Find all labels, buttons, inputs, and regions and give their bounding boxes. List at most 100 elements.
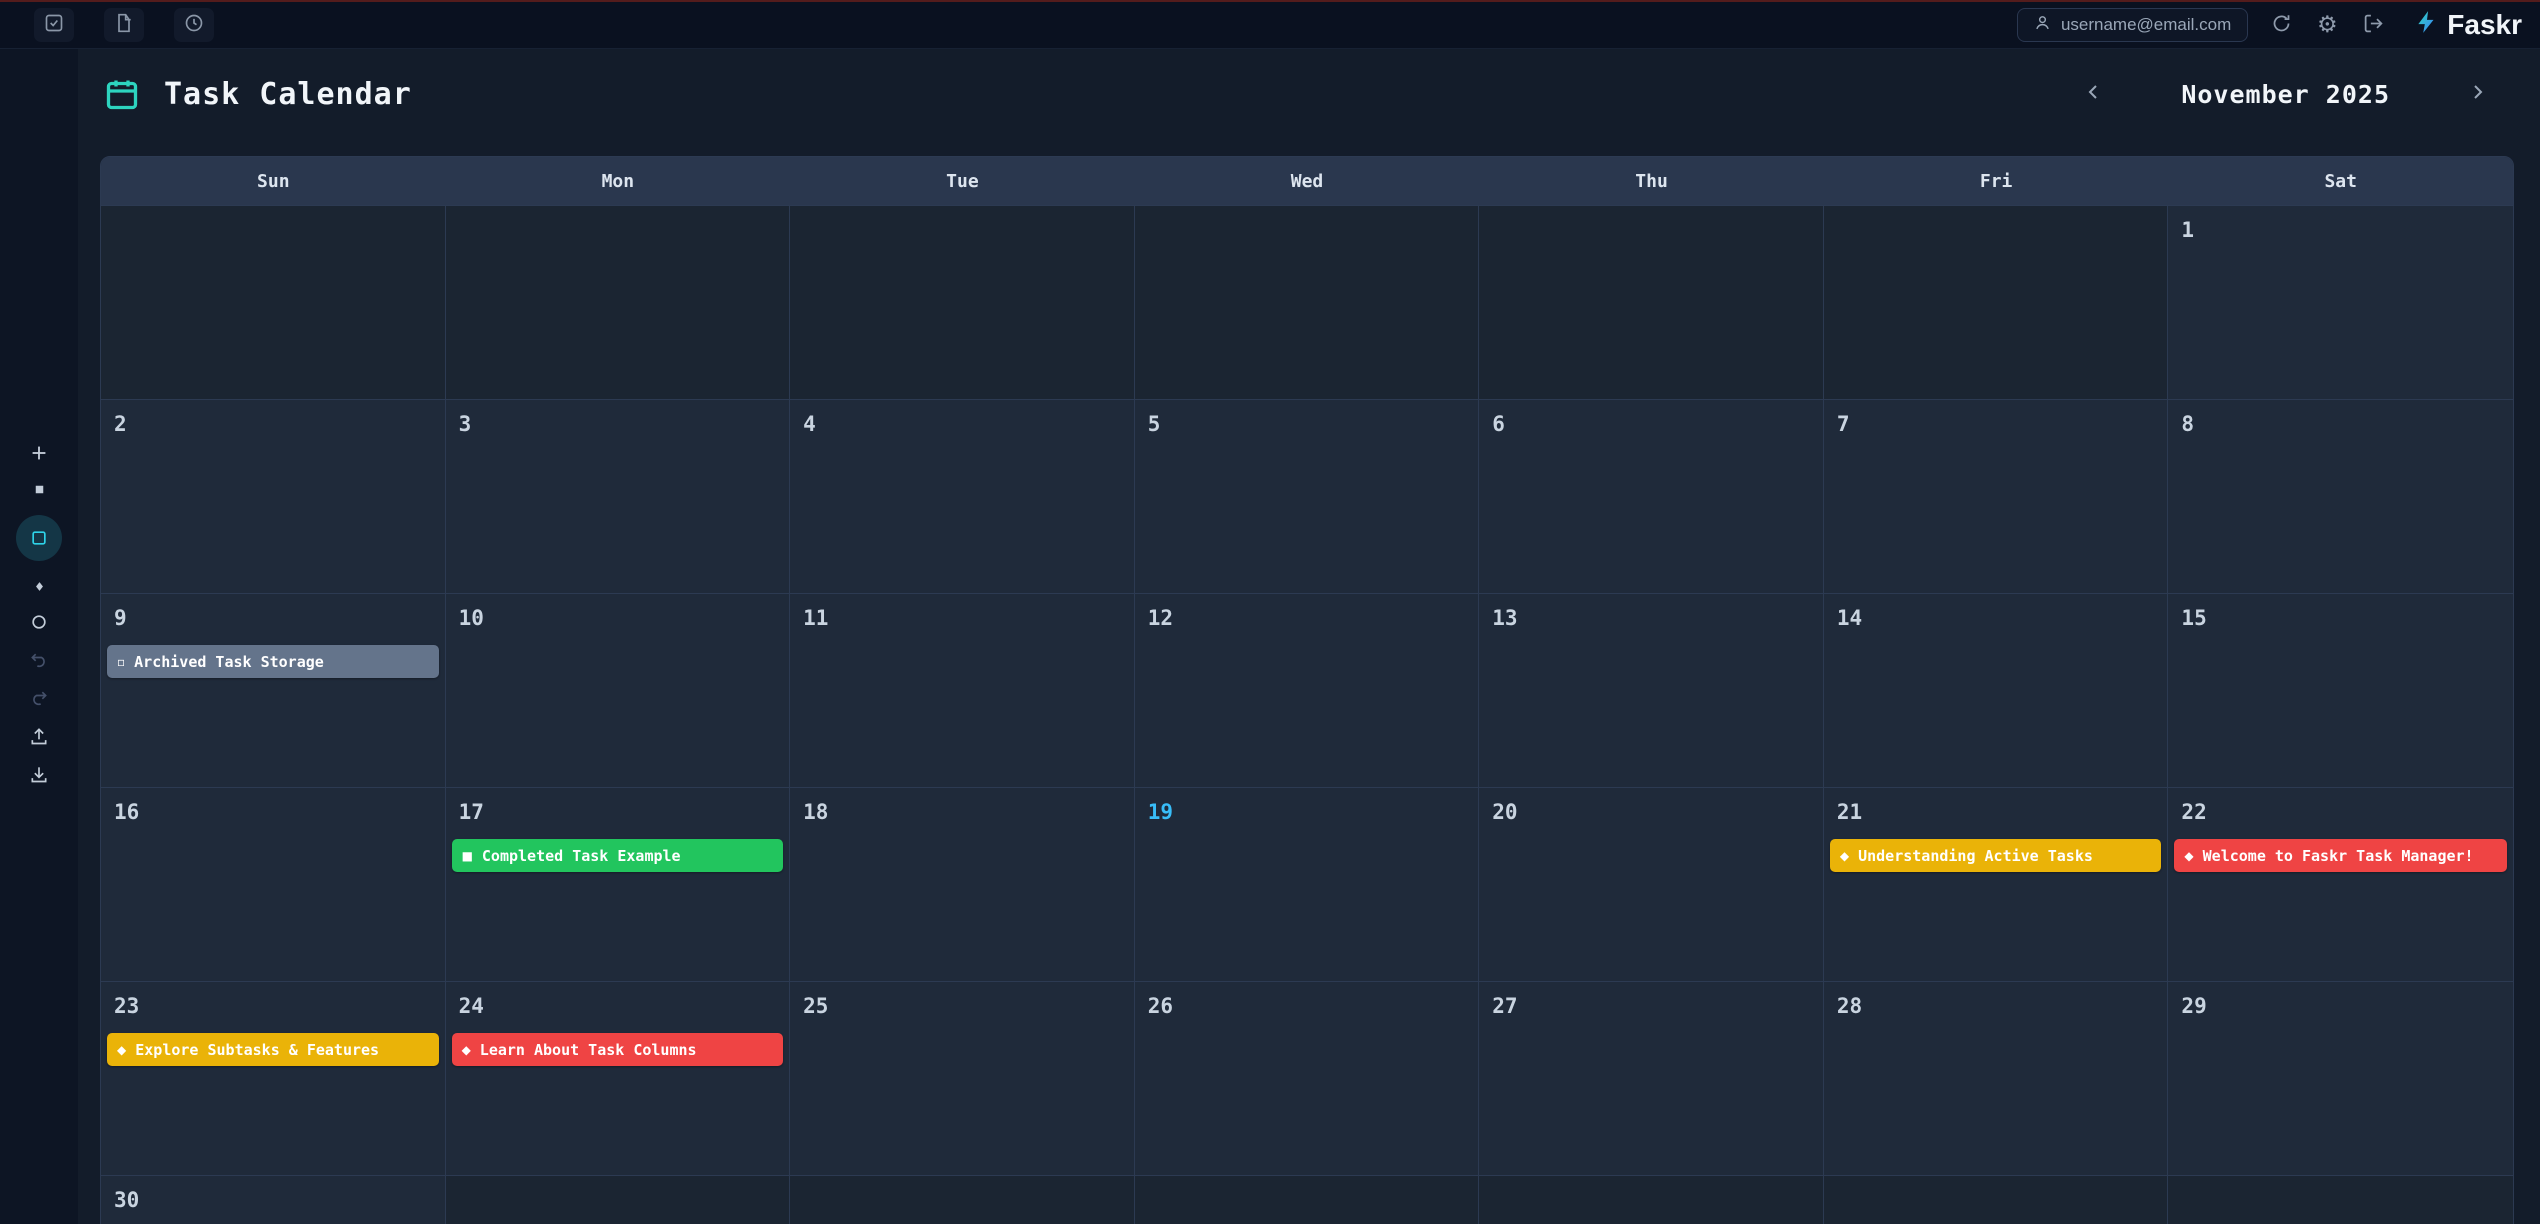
user-email-pill[interactable]: username@email.com xyxy=(2016,8,2249,42)
calendar-day-cell[interactable]: 19 xyxy=(1134,787,1480,981)
calendar-day-cell[interactable]: 9 ▫ Archived Task Storage xyxy=(101,593,446,787)
calendar-event[interactable]: ◆ Learn About Task Columns xyxy=(451,1033,784,1066)
calendar-day-cell[interactable]: 21 ◆ Understanding Active Tasks xyxy=(1823,787,2169,981)
calendar-empty-cell xyxy=(1479,205,1824,399)
day-header: Tue xyxy=(946,170,979,192)
day-number: 6 xyxy=(1492,412,1505,436)
calendar-day-cell[interactable]: 14 xyxy=(1823,593,2169,787)
diamond-icon xyxy=(32,579,47,594)
calendar-day-cell[interactable]: 10 xyxy=(445,593,791,787)
calendar-event[interactable]: ◆ Explore Subtasks & Features xyxy=(107,1033,439,1066)
undo-button[interactable] xyxy=(29,650,49,670)
day-number: 21 xyxy=(1836,800,1863,824)
calendar-week-row: 1 xyxy=(101,205,2513,399)
chevron-left-icon xyxy=(2082,80,2106,108)
calendar-day-cell[interactable]: 13 xyxy=(1479,593,1824,787)
day-number-today: 19 xyxy=(1147,800,1173,824)
upload-button[interactable] xyxy=(29,726,49,746)
next-month-button[interactable] xyxy=(2460,77,2494,111)
day-number: 17 xyxy=(458,800,484,824)
calendar-day-cell[interactable]: 6 xyxy=(1479,399,1824,593)
board-view-button[interactable] xyxy=(16,514,62,561)
event-label: Understanding Active Tasks xyxy=(1858,846,2093,865)
calendar-empty-cell xyxy=(1823,205,2169,399)
refresh-button[interactable] xyxy=(2268,12,2294,38)
calendar-day-cell[interactable]: 24 ◆ Learn About Task Columns xyxy=(445,981,791,1175)
calendar-icon xyxy=(104,76,140,112)
day-number: 10 xyxy=(458,606,484,630)
calendar-day-cell[interactable]: 4 xyxy=(790,399,1135,593)
day-number: 7 xyxy=(1836,412,1850,436)
calendar-day-cell[interactable]: 22 ◆ Welcome to Faskr Task Manager! xyxy=(2168,787,2513,981)
topbar-right: username@email.com ⚙ Faskr xyxy=(2016,8,2522,42)
calendar-event[interactable]: ▫ Archived Task Storage xyxy=(107,645,439,678)
history-nav-button[interactable] xyxy=(174,8,214,42)
calendar-day-cell[interactable]: 3 xyxy=(445,399,791,593)
calendar-day-cell[interactable]: 12 xyxy=(1134,593,1480,787)
calendar-day-cell[interactable]: 2 xyxy=(101,399,446,593)
day-number: 3 xyxy=(458,412,472,436)
calendar-event[interactable]: ■ Completed Task Example xyxy=(451,839,784,872)
redo-button[interactable] xyxy=(29,688,49,708)
day-number: 9 xyxy=(114,606,127,630)
notes-nav-button[interactable] xyxy=(104,8,144,42)
logout-button[interactable] xyxy=(2360,12,2386,38)
calendar-day-cell[interactable]: 20 xyxy=(1479,787,1824,981)
calendar-day-cell[interactable]: 25 xyxy=(790,981,1135,1175)
calendar-day-cell[interactable]: 23 ◆ Explore Subtasks & Features xyxy=(101,981,446,1175)
calendar-empty-cell xyxy=(445,1175,791,1224)
day-header: Sun xyxy=(257,170,290,192)
calendar-day-cell[interactable]: 7 xyxy=(1823,399,2169,593)
calendar-day-cell[interactable]: 28 xyxy=(1823,981,2169,1175)
diamond-tool-button[interactable] xyxy=(32,579,47,594)
calendar-week-row: 30 xyxy=(101,1175,2513,1224)
calendar-day-cell[interactable]: 15 xyxy=(2168,593,2513,787)
tasks-nav-button[interactable] xyxy=(34,8,74,42)
calendar-day-cell[interactable]: 11 xyxy=(790,593,1135,787)
prev-month-button[interactable] xyxy=(2077,77,2111,111)
add-button[interactable] xyxy=(28,442,50,464)
day-number: 13 xyxy=(1492,606,1518,630)
diamond-icon: ◆ xyxy=(461,1042,471,1057)
chevron-right-icon xyxy=(2465,80,2489,108)
calendar-day-cell[interactable]: 27 xyxy=(1479,981,1824,1175)
day-number: 2 xyxy=(114,412,127,436)
calendar-day-cell[interactable]: 30 xyxy=(101,1175,446,1224)
calendar-day-cell[interactable]: 5 xyxy=(1134,399,1480,593)
calendar-day-cell[interactable]: 8 xyxy=(2168,399,2513,593)
user-icon xyxy=(2034,14,2051,36)
clock-icon xyxy=(184,13,204,37)
month-label: November 2025 xyxy=(2181,79,2390,109)
calendar-empty-cell xyxy=(1134,205,1480,399)
undo-icon xyxy=(29,650,49,670)
day-number: 14 xyxy=(1836,606,1863,630)
upload-icon xyxy=(29,726,49,746)
top-accent-line xyxy=(0,0,2540,2)
calendar-day-cell[interactable]: 29 xyxy=(2168,981,2513,1175)
day-number: 22 xyxy=(2181,800,2207,824)
calendar-day-cell[interactable]: 26 xyxy=(1134,981,1480,1175)
download-icon xyxy=(29,764,49,784)
calendar-day-cell[interactable]: 16 xyxy=(101,787,446,981)
day-number: 29 xyxy=(2181,994,2207,1018)
day-number: 15 xyxy=(2181,606,2207,630)
calendar-day-cell[interactable]: 17 ■ Completed Task Example xyxy=(445,787,791,981)
calendar-day-cell[interactable]: 1 xyxy=(2168,205,2513,399)
day-number: 18 xyxy=(803,800,829,824)
file-icon xyxy=(114,13,134,37)
check-square-icon xyxy=(44,13,64,37)
calendar-event[interactable]: ◆ Welcome to Faskr Task Manager! xyxy=(2174,839,2507,872)
day-number: 24 xyxy=(458,994,484,1018)
calendar-event[interactable]: ◆ Understanding Active Tasks xyxy=(1829,839,2162,872)
topbar-left-nav xyxy=(34,8,214,42)
day-number: 28 xyxy=(1836,994,1863,1018)
tool-sidebar xyxy=(0,49,78,1224)
settings-button[interactable]: ⚙ xyxy=(2314,12,2340,38)
calendar-week-row: 9 ▫ Archived Task Storage 10 11 12 13 14 15 xyxy=(101,593,2513,787)
day-number: 20 xyxy=(1492,800,1518,824)
download-button[interactable] xyxy=(29,764,49,784)
circle-icon xyxy=(29,612,49,632)
calendar-day-cell[interactable]: 18 xyxy=(790,787,1135,981)
circle-tool-button[interactable] xyxy=(29,612,49,632)
square-view-button[interactable] xyxy=(32,482,47,497)
